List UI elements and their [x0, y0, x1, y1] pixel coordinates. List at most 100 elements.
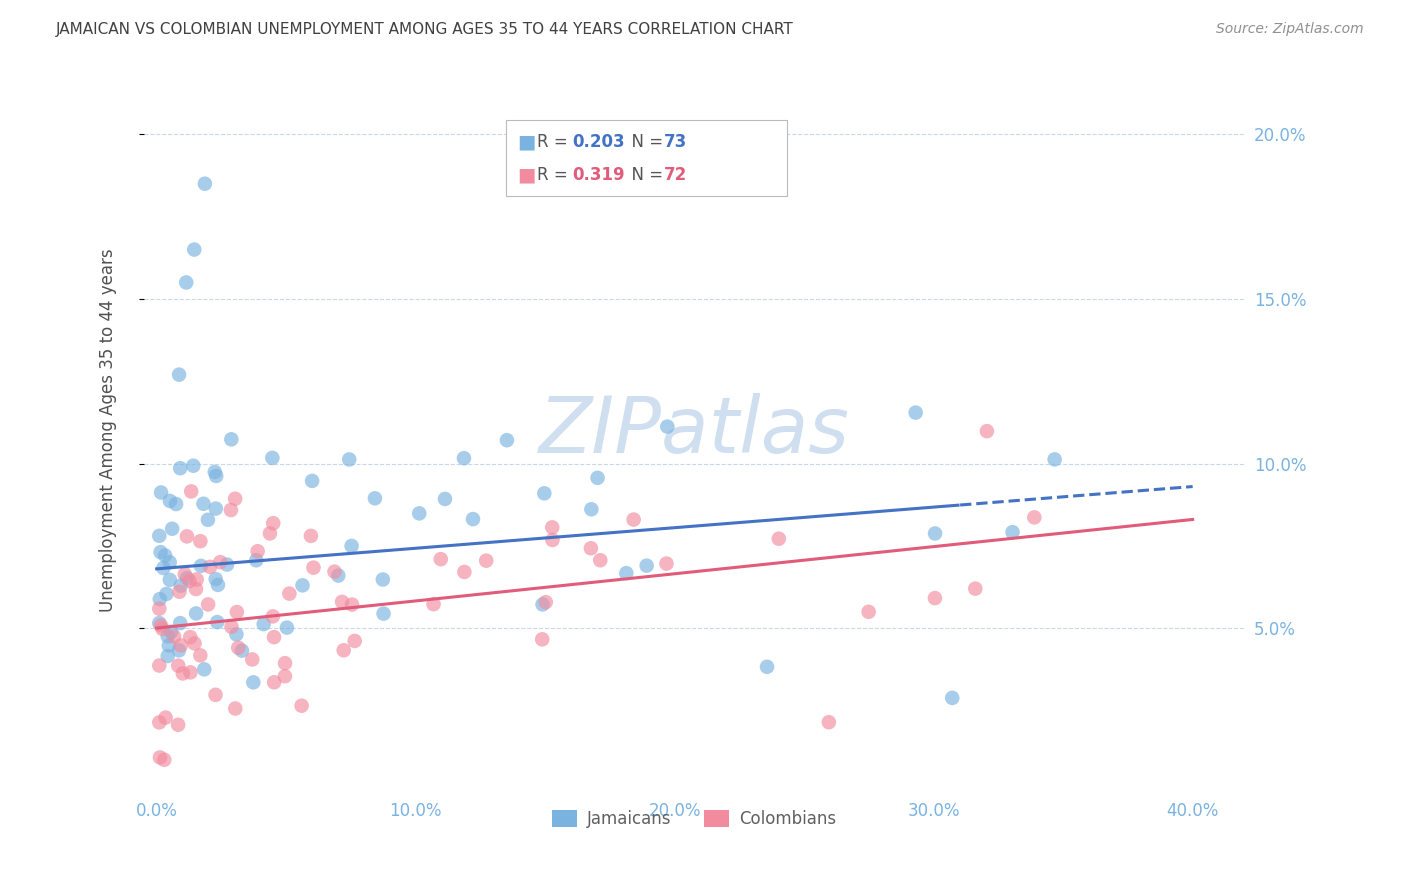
- Point: [579, 541, 602, 556]
- Point: [541, 533, 564, 547]
- Point: [818, 715, 841, 730]
- Point: [302, 560, 325, 574]
- Point: [207, 615, 229, 629]
- Point: [204, 465, 226, 479]
- Point: [205, 469, 228, 483]
- Text: ■: ■: [517, 166, 536, 185]
- Point: [176, 571, 198, 585]
- Point: [148, 529, 170, 543]
- Point: [181, 458, 204, 473]
- Point: [259, 526, 281, 541]
- Point: [340, 598, 363, 612]
- Point: [149, 592, 172, 607]
- Point: [496, 433, 519, 447]
- Point: [225, 605, 247, 619]
- Text: Source: ZipAtlas.com: Source: ZipAtlas.com: [1216, 22, 1364, 37]
- Point: [179, 630, 201, 644]
- Point: [623, 512, 645, 526]
- Point: [167, 643, 190, 657]
- Point: [408, 507, 430, 521]
- Point: [226, 640, 249, 655]
- Text: N =: N =: [621, 133, 669, 151]
- Point: [291, 698, 314, 713]
- Point: [188, 534, 211, 549]
- Point: [858, 605, 880, 619]
- Point: [924, 526, 946, 541]
- Point: [340, 539, 363, 553]
- Point: [328, 568, 350, 582]
- Point: [589, 553, 612, 567]
- Point: [167, 658, 190, 673]
- Point: [197, 598, 219, 612]
- Point: [224, 701, 246, 715]
- Y-axis label: Unemployment Among Ages 35 to 44 years: Unemployment Among Ages 35 to 44 years: [100, 249, 117, 613]
- Point: [148, 615, 170, 630]
- Point: [242, 675, 264, 690]
- Point: [155, 587, 177, 601]
- Legend: Jamaicans, Colombians: Jamaicans, Colombians: [546, 804, 844, 835]
- Point: [262, 450, 284, 465]
- Point: [160, 522, 183, 536]
- Point: [904, 406, 927, 420]
- Point: [180, 484, 202, 499]
- Point: [453, 565, 475, 579]
- Text: JAMAICAN VS COLOMBIAN UNEMPLOYMENT AMONG AGES 35 TO 44 YEARS CORRELATION CHART: JAMAICAN VS COLOMBIAN UNEMPLOYMENT AMONG…: [56, 22, 794, 37]
- Point: [301, 474, 323, 488]
- Point: [1001, 525, 1024, 540]
- Point: [274, 656, 297, 670]
- Point: [156, 649, 179, 664]
- Point: [373, 607, 395, 621]
- Point: [207, 578, 229, 592]
- Point: [163, 630, 186, 644]
- Point: [475, 554, 498, 568]
- Point: [159, 573, 181, 587]
- Text: ■: ■: [517, 132, 536, 151]
- Point: [169, 616, 191, 631]
- Point: [149, 545, 172, 559]
- Point: [657, 419, 679, 434]
- Text: 73: 73: [664, 133, 688, 151]
- Point: [167, 718, 190, 732]
- Point: [231, 643, 253, 657]
- Point: [541, 520, 564, 534]
- Point: [186, 573, 208, 587]
- Point: [531, 632, 554, 647]
- Point: [173, 567, 195, 582]
- Point: [274, 669, 297, 683]
- Point: [330, 595, 353, 609]
- Point: [768, 532, 790, 546]
- Point: [155, 710, 177, 724]
- Text: 0.203: 0.203: [572, 133, 624, 151]
- Point: [193, 497, 215, 511]
- Point: [332, 643, 354, 657]
- Point: [422, 597, 444, 611]
- Point: [636, 558, 658, 573]
- Point: [183, 243, 205, 257]
- Point: [198, 559, 221, 574]
- Point: [219, 503, 242, 517]
- Point: [157, 639, 180, 653]
- Point: [167, 368, 190, 382]
- Point: [337, 452, 360, 467]
- Text: R =: R =: [537, 133, 574, 151]
- Point: [655, 557, 678, 571]
- Point: [1043, 452, 1066, 467]
- Point: [240, 652, 263, 666]
- Point: [262, 609, 284, 624]
- Point: [263, 630, 285, 644]
- Point: [586, 471, 609, 485]
- Text: R =: R =: [537, 166, 574, 184]
- Point: [756, 660, 779, 674]
- Text: N =: N =: [621, 166, 669, 184]
- Point: [263, 675, 285, 690]
- Point: [172, 666, 194, 681]
- Point: [153, 753, 176, 767]
- Point: [193, 662, 215, 676]
- Point: [165, 497, 187, 511]
- Point: [924, 591, 946, 606]
- Point: [323, 565, 346, 579]
- Point: [461, 512, 484, 526]
- Point: [159, 494, 181, 508]
- Point: [246, 544, 269, 558]
- Point: [941, 690, 963, 705]
